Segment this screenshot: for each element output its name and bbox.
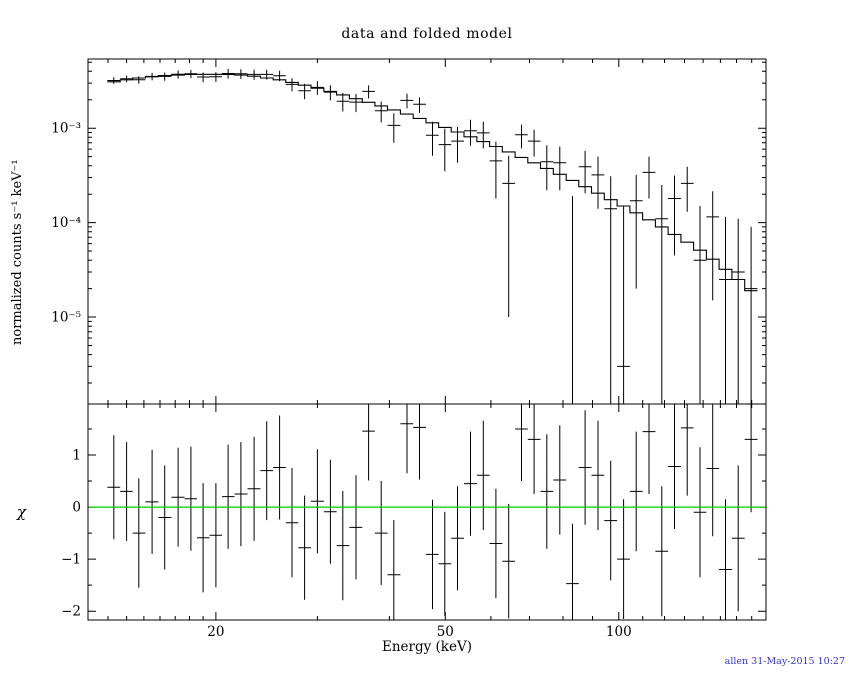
y-tick-label: 10⁻⁵ <box>51 310 81 326</box>
x-tick-label: 100 <box>606 624 632 640</box>
y-tick-label: 10⁻⁴ <box>51 215 81 231</box>
chi-tick-label: 0 <box>72 500 81 516</box>
plot-title: data and folded model <box>341 26 513 42</box>
axis-ticks <box>88 59 766 620</box>
tick-labels: 20 50 100 10⁻³ 10⁻⁴ 10⁻⁵ 1 0 −1 −2 <box>51 121 631 640</box>
x-axis-label-energy: Energy (keV) <box>381 639 472 655</box>
chi-points-errorbars <box>107 404 758 620</box>
x-tick-label: 50 <box>437 624 454 640</box>
x-tick-label: 20 <box>207 624 224 640</box>
y-tick-label: 10⁻³ <box>51 121 81 137</box>
residuals-panel-border <box>87 403 767 621</box>
timestamp: allen 31-May-2015 10:27 <box>724 656 845 667</box>
chi-tick-label: −1 <box>61 552 81 568</box>
chi-tick-label: −2 <box>61 604 81 620</box>
model-histogram <box>107 73 758 292</box>
data-points-errorbars <box>107 69 758 404</box>
y-axis-label-chi: χ <box>17 503 27 521</box>
chi-tick-label: 1 <box>72 448 81 464</box>
spectrum-panel-border <box>87 58 767 405</box>
